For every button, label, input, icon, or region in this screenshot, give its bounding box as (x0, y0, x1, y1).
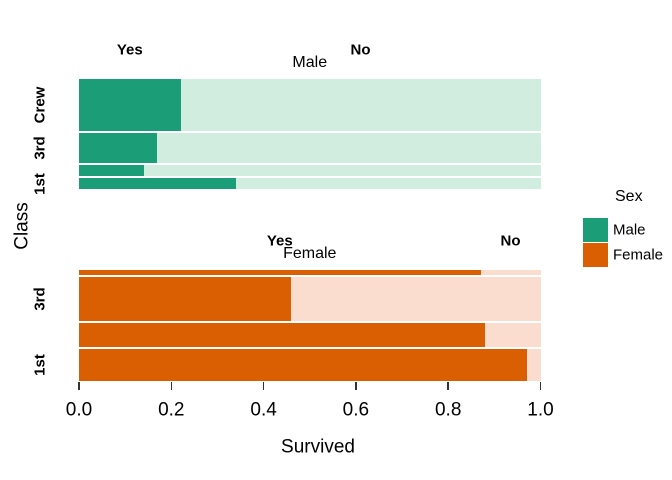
legend-swatch-male (583, 218, 608, 242)
bar-row-male-3rd (79, 132, 541, 164)
y-axis-title: Class (11, 202, 33, 250)
bar-segment-yes (79, 79, 181, 131)
x-axis-tick (170, 382, 173, 390)
bar-row-male-crew (79, 79, 541, 131)
bar-segment-yes (79, 348, 527, 381)
bar-row-female-2nd (79, 322, 541, 347)
x-axis-tick (78, 382, 80, 390)
legend-title: Sex (615, 188, 643, 205)
x-axis-tick-label: 0.8 (434, 399, 462, 421)
legend-swatch-female (583, 243, 608, 267)
x-axis-tick-label: 0.2 (158, 399, 185, 421)
segment-label-yes: Yes (116, 41, 143, 59)
segment-label-yes: Yes (266, 232, 293, 250)
segment-label-no: No (500, 232, 521, 250)
facet-label-male: Male (292, 54, 328, 71)
legend-label-male: Male (613, 221, 646, 239)
y-axis-label-1st: 1st (31, 353, 49, 376)
bar-row-male-1st (79, 178, 541, 189)
x-axis-tick-label: 0.6 (342, 399, 370, 421)
x-axis-tick-label: 0.4 (250, 399, 277, 421)
y-axis-label-3rd: 3rd (31, 136, 49, 160)
bar-segment-yes (79, 165, 144, 177)
x-axis-tick (355, 382, 357, 390)
bar-segment-yes (79, 277, 292, 321)
x-axis-tick (262, 382, 265, 390)
y-axis-label-1st: 1st (31, 172, 49, 195)
bar-row-female-crew (79, 270, 541, 276)
legend-label-female: Female (613, 246, 664, 264)
bar-segment-yes (79, 270, 481, 276)
x-axis-tick (447, 382, 449, 390)
bar-row-female-1st (79, 348, 541, 381)
y-axis-label-3rd: 3rd (31, 287, 49, 311)
bar-segment-yes (79, 132, 158, 164)
x-axis-tick (539, 382, 542, 390)
x-axis-title: Survived (281, 436, 355, 458)
y-axis-label-crew: Crew (31, 86, 49, 124)
facet-label-female: Female (283, 245, 337, 262)
bar-row-female-3rd (79, 277, 541, 321)
bar-row-male-2nd (79, 165, 541, 177)
segment-label-no: No (350, 41, 371, 59)
bar-segment-yes (79, 178, 236, 189)
bar-segment-yes (79, 322, 486, 347)
x-axis-tick-label: 1.0 (527, 399, 554, 421)
x-axis-tick-label: 0.0 (65, 399, 93, 421)
